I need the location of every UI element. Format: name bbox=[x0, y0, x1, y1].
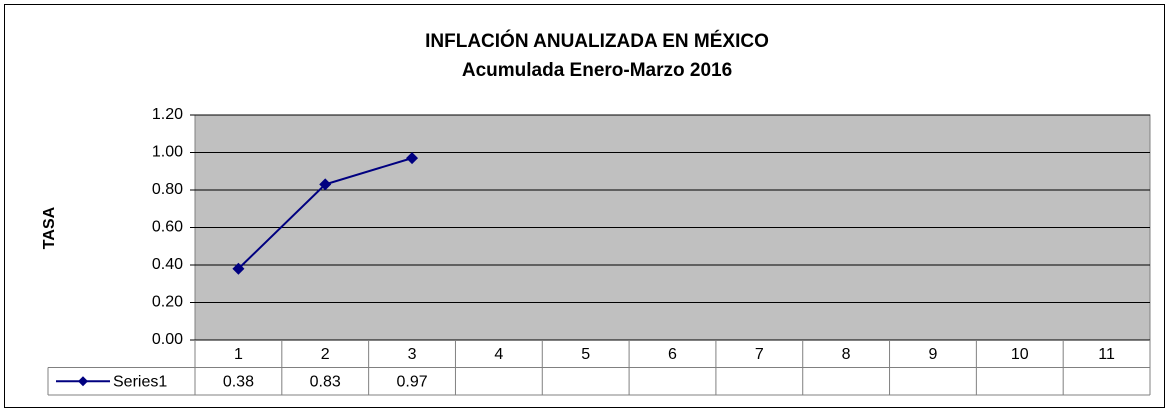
y-tick-label: 0.60 bbox=[152, 219, 183, 236]
data-point bbox=[319, 178, 332, 191]
x-tick-label: 8 bbox=[842, 346, 851, 363]
x-tick-label: 3 bbox=[408, 346, 417, 363]
data-table-value: 0.38 bbox=[223, 373, 254, 390]
x-tick-label: 10 bbox=[1011, 346, 1029, 363]
x-tick-label: 5 bbox=[581, 346, 590, 363]
x-tick-label: 1 bbox=[234, 346, 243, 363]
x-tick-label: 11 bbox=[1098, 346, 1115, 363]
y-tick-label: 0.20 bbox=[152, 294, 183, 311]
data-point bbox=[232, 262, 245, 275]
legend-label: Series1 bbox=[113, 373, 167, 390]
x-tick-label: 4 bbox=[494, 346, 503, 363]
y-tick-label: 0.00 bbox=[152, 331, 183, 348]
data-table-value: 0.97 bbox=[396, 373, 427, 390]
data-table-value: 0.83 bbox=[310, 373, 341, 390]
x-tick-label: 7 bbox=[755, 346, 764, 363]
chart-title: INFLACIÓN ANUALIZADA EN MÉXICO bbox=[425, 30, 769, 52]
x-tick-label: 9 bbox=[929, 346, 938, 363]
legend-marker bbox=[78, 376, 88, 387]
y-tick-label: 0.80 bbox=[152, 181, 183, 198]
y-tick-label: 1.00 bbox=[152, 144, 183, 161]
y-tick-label: 0.40 bbox=[152, 256, 183, 273]
data-point bbox=[406, 152, 419, 165]
chart-subtitle: Acumulada Enero-Marzo 2016 bbox=[462, 60, 732, 81]
x-tick-label: 6 bbox=[668, 346, 677, 363]
y-axis-label: TASA bbox=[41, 206, 58, 249]
y-tick-label: 1.20 bbox=[152, 106, 183, 123]
x-tick-label: 2 bbox=[321, 346, 330, 363]
